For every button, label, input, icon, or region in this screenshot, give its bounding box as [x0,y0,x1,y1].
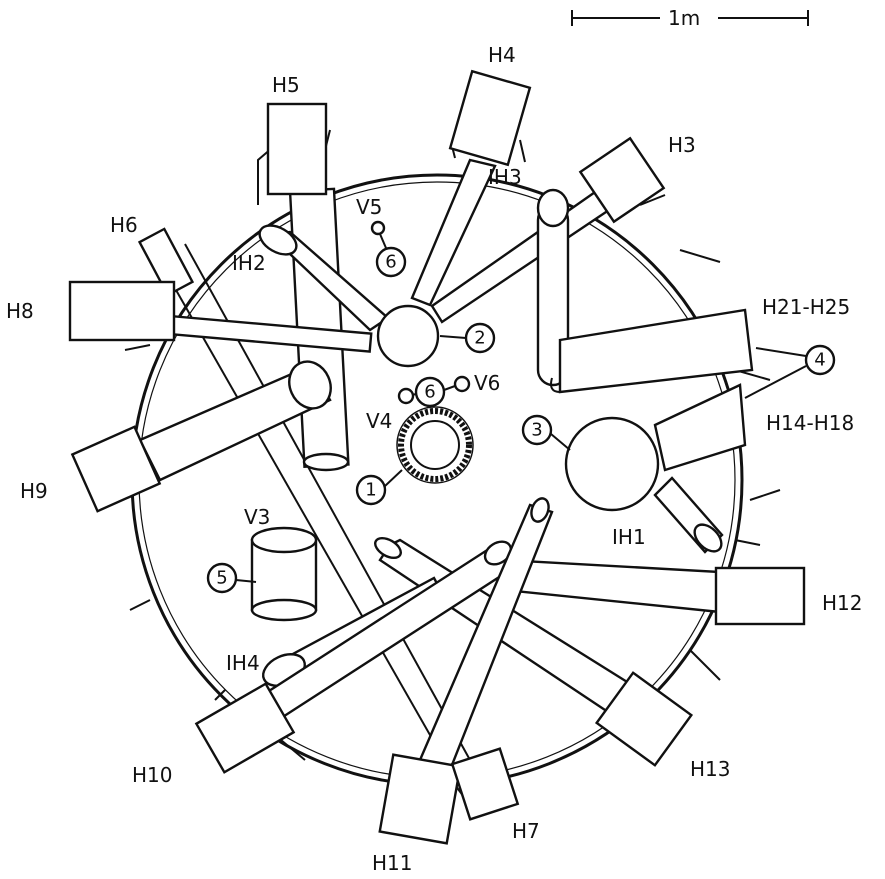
central-channel-2 [376,304,440,368]
label-v5: V5 [356,195,382,219]
label-h6: H6 [110,213,138,237]
label-h11: H11 [372,851,413,875]
channel-v4 [397,387,415,405]
callout-2: 2 [439,322,496,354]
channel-v3 [250,526,318,622]
callout-5: 5 [206,562,257,594]
h7-flange [450,747,520,821]
scale-bar: 1m [571,6,809,30]
h14-h18-tube [653,383,747,472]
label-v4: V4 [366,409,392,433]
callout-4: 4 [744,344,836,399]
svg-text:6: 6 [385,252,396,273]
svg-text:2: 2 [474,328,485,349]
label-ih3: IH3 [488,165,522,189]
h12-tube [503,558,806,626]
channel-v6 [453,375,471,393]
h9-tube [70,360,332,513]
ih1-tube [653,476,724,554]
h3-flange [578,136,666,224]
callout-3: 3 [521,414,571,451]
reactor-core [396,406,474,484]
h13-flange [594,671,694,767]
label-h9: H9 [20,479,48,503]
h8-flange [68,280,176,342]
svg-text:5: 5 [216,568,227,589]
label-h14-h18: H14-H18 [766,411,854,435]
label-h13: H13 [690,757,731,781]
label-ih2: IH2 [232,251,266,275]
callout-6-mid: 6 [411,376,456,408]
h21-h25-tube [550,308,754,394]
h7-tube [450,747,520,821]
label-h10: H10 [132,763,173,787]
h9-flange [70,425,162,513]
h4-tube [410,69,532,307]
callout-1: 1 [355,469,403,506]
svg-text:3: 3 [531,420,542,441]
h11-tube [378,497,554,845]
label-h3: H3 [668,133,696,157]
scale-bar-label: 1m [668,6,700,30]
h10-tube [194,540,513,774]
label-h5: H5 [272,73,300,97]
channel-3 [564,416,660,512]
label-h21-h25: H21-H25 [762,295,850,319]
h10-flange [194,682,296,774]
label-v6: V6 [474,371,500,395]
label-v3: V3 [244,505,270,529]
h4-flange [448,69,532,167]
h8-tube [68,280,373,353]
h5-flange [266,102,328,196]
label-h12: H12 [822,591,863,615]
channel-v5 [370,220,386,236]
svg-text:6: 6 [424,382,435,403]
h12-flange [714,566,806,626]
h11-flange [378,753,462,845]
label-h8: H8 [6,299,34,323]
label-ih4: IH4 [226,651,260,675]
label-h4: H4 [488,43,516,67]
svg-text:1: 1 [365,480,376,501]
callout-6-top: 6 [375,233,407,278]
label-ih1: IH1 [612,525,646,549]
label-h7: H7 [512,819,540,843]
svg-text:4: 4 [814,350,825,371]
